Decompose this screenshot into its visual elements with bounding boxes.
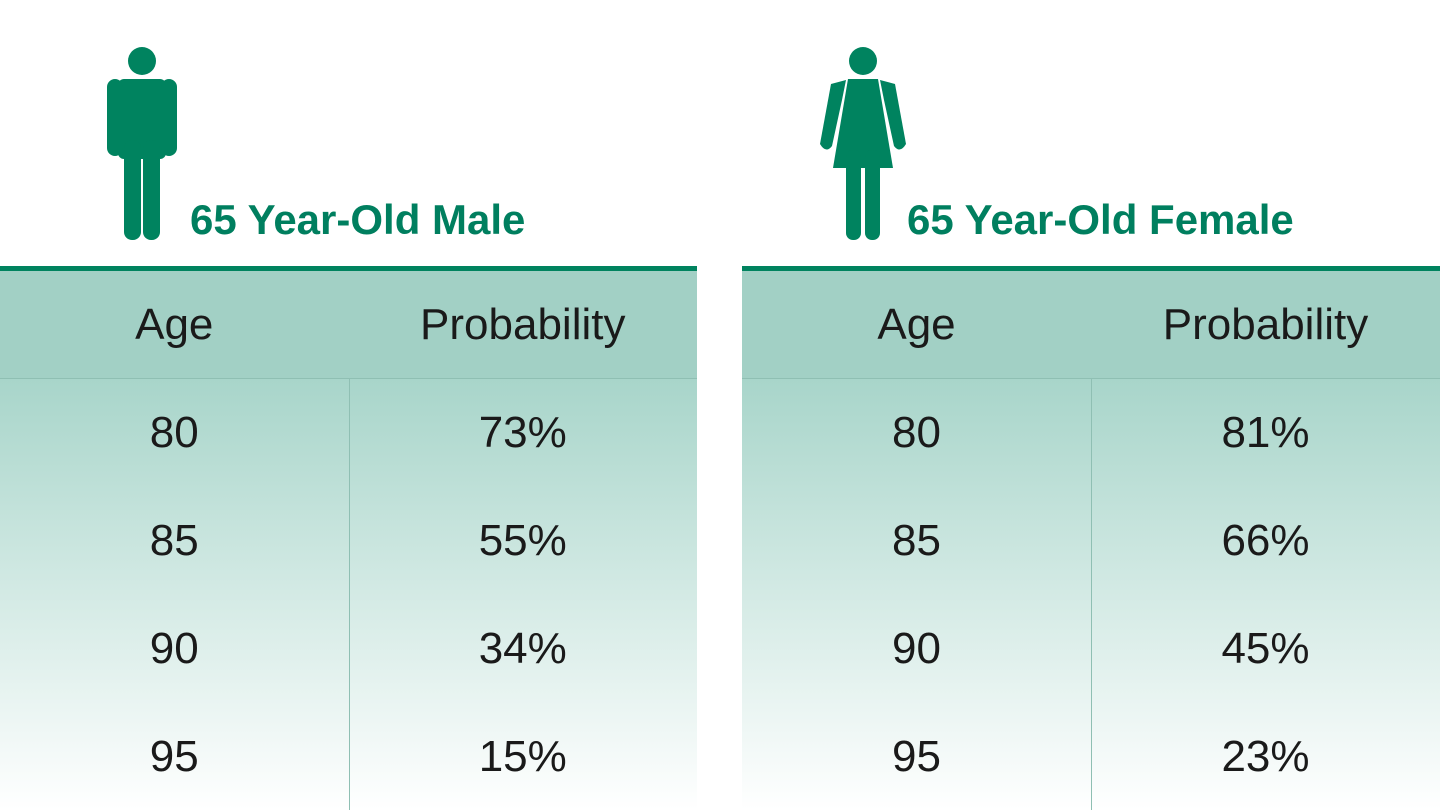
table-cell: 80 (892, 408, 941, 457)
panel-title: 65 Year-Old Female (907, 196, 1294, 243)
table-cell: 85 (892, 516, 941, 565)
header-cell: Age (135, 299, 214, 349)
table-cell: 23% (1221, 732, 1310, 781)
panel-title: 65 Year-Old Male (190, 196, 526, 243)
table-row: 90 34% (0, 595, 697, 703)
table-cell: 45% (1221, 624, 1310, 673)
table-cell: 80 (149, 408, 199, 457)
table-row: 95 23% (742, 703, 1440, 811)
male-icon (107, 47, 177, 240)
table-cell: 55% (478, 516, 567, 565)
table-row: 85 55% (0, 487, 697, 595)
table-cell: 34% (478, 624, 567, 673)
column-divider (349, 379, 350, 810)
female-icon (820, 47, 906, 240)
table-header: Age Probability (742, 271, 1440, 379)
header-cell: Probability (420, 299, 626, 349)
table-body: 80 73% 85 55% 90 34% 95 15% (0, 379, 697, 810)
icons (107, 47, 906, 240)
table-cell: 90 (149, 624, 199, 673)
table-panel: 65 Year-Old Male Age Probability 80 73% 85 55%… (0, 0, 697, 810)
table-row: 80 81% (742, 379, 1440, 487)
header-cell: Age (877, 299, 956, 349)
table-cell: 85 (149, 516, 199, 565)
table-cell: 90 (892, 624, 941, 673)
table-cell: 95 (892, 732, 941, 781)
title-rule (742, 266, 1440, 271)
table-cell: 15% (478, 732, 567, 781)
table-body: 80 81% 85 66% 90 45% 95 23% (742, 379, 1440, 810)
column-divider (1091, 379, 1092, 810)
table-cell: 73% (478, 408, 567, 457)
title-rule (0, 266, 697, 271)
table-header: Age Probability (0, 271, 697, 379)
table-row: 80 73% (0, 379, 697, 487)
table-row: 90 45% (742, 595, 1440, 703)
table-panel: 65 Year-Old Female Age Probability 80 81% 85 6… (742, 0, 1440, 810)
table-cell: 66% (1221, 516, 1310, 565)
table-cell: 95 (149, 732, 199, 781)
table-row: 95 15% (0, 703, 697, 811)
table-row: 85 66% (742, 487, 1440, 595)
table-cell: 81% (1221, 408, 1310, 457)
header-cell: Probability (1162, 299, 1369, 349)
